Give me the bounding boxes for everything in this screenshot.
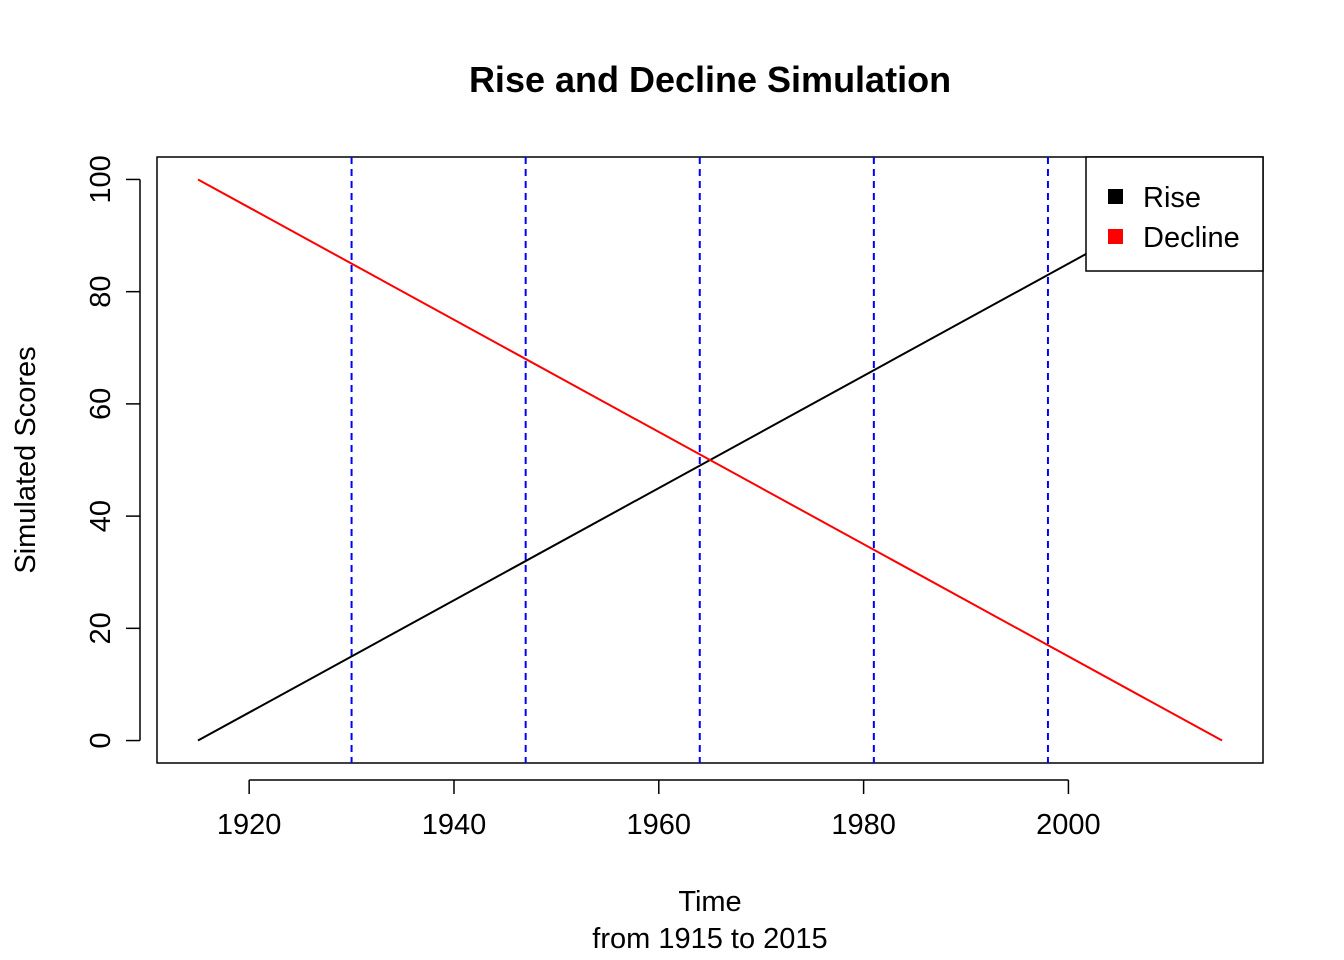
legend-swatch [1108, 229, 1123, 244]
y-tick-label: 40 [85, 500, 117, 532]
reference-lines [350, 157, 1049, 763]
y-axis: 0 20 40 60 80 100 [85, 155, 141, 749]
y-tick-label: 100 [85, 155, 117, 203]
legend-box [1085, 156, 1264, 272]
x-axis-sublabel: from 1915 to 2015 [592, 923, 827, 955]
x-axis: 1920 1940 1960 1980 2000 [217, 779, 1101, 841]
plot-frame [156, 156, 1264, 764]
x-tick-label: 1960 [627, 809, 692, 841]
x-tick-label: 1940 [422, 809, 487, 841]
y-tick-label: 60 [85, 388, 117, 420]
x-tick-label: 1980 [831, 809, 896, 841]
y-tick-label: 0 [85, 732, 117, 748]
legend-swatch [1108, 189, 1123, 204]
y-axis-label: Simulated Scores [10, 346, 42, 573]
legend-label: Rise [1143, 182, 1201, 214]
x-tick-label: 2000 [1036, 809, 1101, 841]
series-line-decline [197, 178, 1223, 742]
x-tick-label: 1920 [217, 809, 282, 841]
series-lines [197, 178, 1223, 742]
legend: Rise Decline [1085, 156, 1264, 272]
x-axis-label: Time [678, 886, 741, 918]
legend-label: Decline [1143, 222, 1240, 254]
chart-title: Rise and Decline Simulation [469, 59, 951, 100]
y-tick-label: 80 [85, 276, 117, 308]
y-tick-label: 20 [85, 612, 117, 644]
